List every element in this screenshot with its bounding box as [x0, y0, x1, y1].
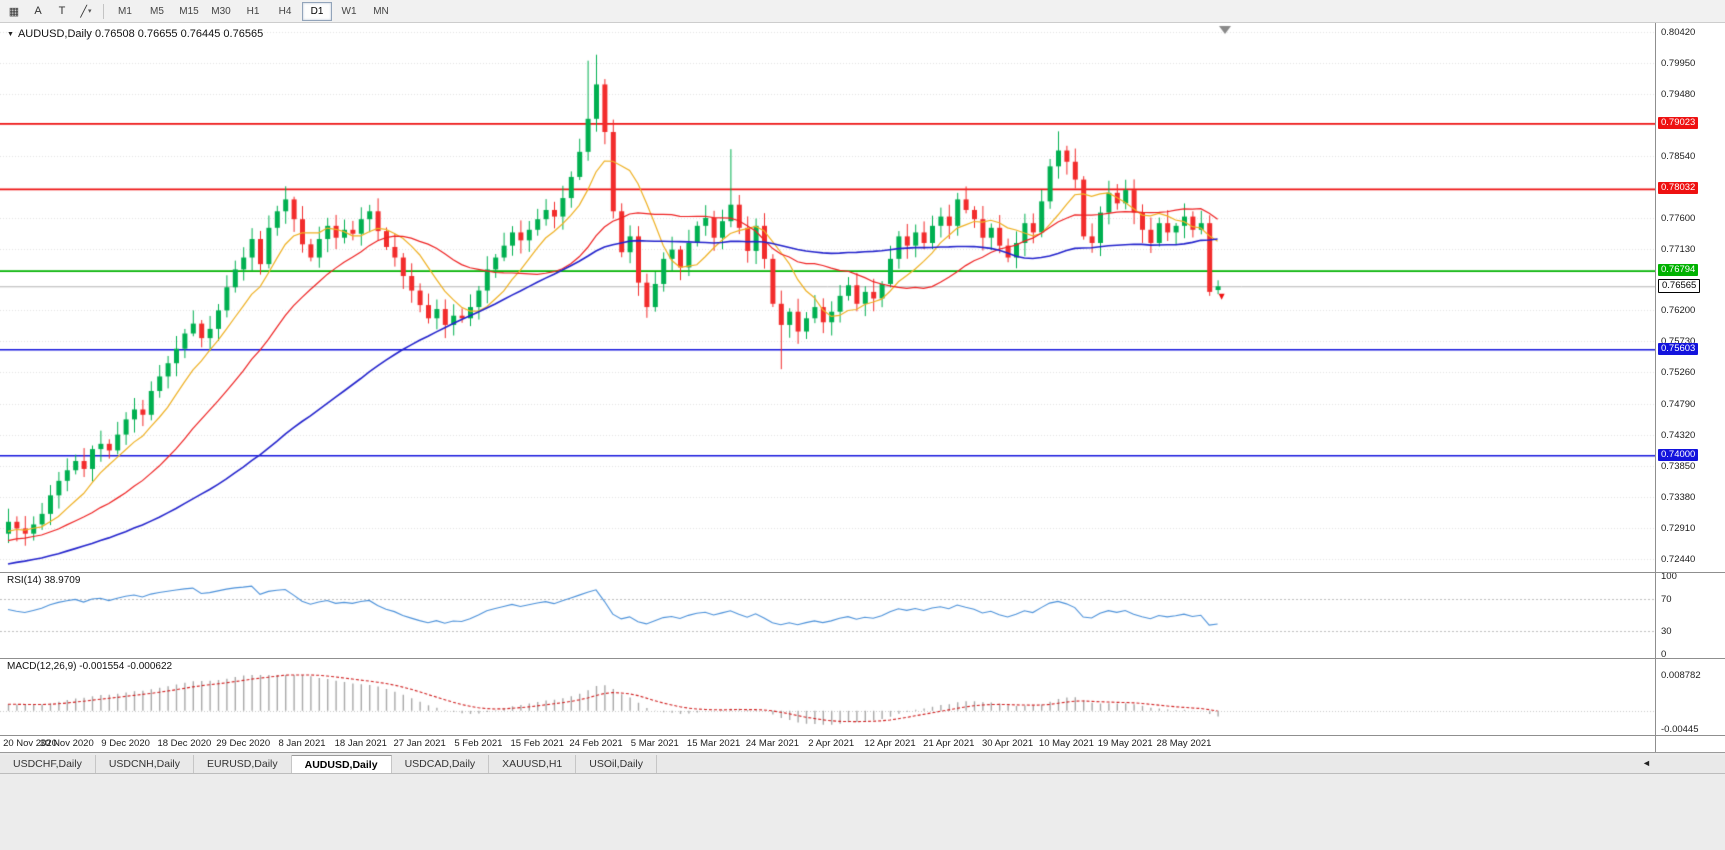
- rsi-axis-tick: 100: [1661, 571, 1677, 582]
- rsi-label: RSI(14) 38.9709: [7, 575, 81, 586]
- price-tick: 0.75730: [1661, 336, 1696, 348]
- tool-group: ▦ A T ╱ ▾: [3, 2, 97, 20]
- date-label: 12 Apr 2021: [864, 738, 916, 749]
- price-tick: 0.73850: [1661, 460, 1696, 472]
- timeframe-group: M1 M5 M15 M30 H1 H4 D1 W1 MN: [110, 1, 396, 21]
- price-tick: 0.78540: [1661, 150, 1696, 162]
- chart-window: 0.80420 0.79950 0.79480 0.78540 0.77600 0.771…: [0, 23, 1725, 753]
- date-label: 9 Dec 2020: [101, 738, 150, 749]
- date-label: 21 Apr 2021: [923, 738, 975, 749]
- date-label: 19 May 2021: [1097, 738, 1153, 749]
- price-level-badge: 0.76794: [1658, 264, 1699, 277]
- timeframe-button-m5[interactable]: M5: [150, 5, 164, 17]
- price-tick: 0.80420: [1661, 26, 1696, 38]
- date-label: 27 Jan 2021: [393, 738, 446, 749]
- pane-separator-macd: [0, 658, 1725, 659]
- date-label: 10 May 2021: [1038, 738, 1094, 749]
- chart-title: ▼ AUDUSD,Daily 0.76508 0.76655 0.76445 0.…: [7, 28, 263, 40]
- price-tick: 0.72910: [1661, 522, 1696, 534]
- symbol-tab-usdchf[interactable]: USDCHF,Daily: [0, 755, 96, 773]
- pane-separator-dates: [0, 735, 1725, 736]
- date-label: 28 May 2021: [1156, 738, 1212, 749]
- ohlc-values: 0.76508 0.76655 0.76445 0.76565: [94, 28, 264, 40]
- current-price-badge: 0.76565: [1658, 279, 1701, 294]
- symbol-tab-bar: USDCHF,Daily USDCNH,Daily EURUSD,Daily AUDU…: [0, 755, 1725, 774]
- pane-separator-rsi: [0, 572, 1725, 573]
- price-tick: 0.73380: [1661, 491, 1696, 503]
- timeframe-button-mn[interactable]: MN: [373, 5, 389, 17]
- toolbar: ▦ A T ╱ ▾ M1 M5 M15 M30 H1 H4 D1 W1 MN: [0, 0, 1725, 23]
- price-level-badge: 0.74000: [1658, 448, 1699, 461]
- date-label: 20 Nov 2020: [3, 738, 57, 749]
- timeframe-button-m1[interactable]: M1: [118, 5, 132, 17]
- symbol-tab-usdcad[interactable]: USDCAD,Daily: [392, 755, 490, 773]
- price-tick: 0.76200: [1661, 305, 1696, 317]
- date-label: 24 Feb 2021: [569, 738, 623, 749]
- date-label: 18 Dec 2020: [157, 738, 212, 749]
- timeframe-button-w1[interactable]: W1: [341, 5, 357, 17]
- price-level-badge: 0.75603: [1658, 342, 1699, 355]
- date-label: 29 Dec 2020: [216, 738, 271, 749]
- tab-scroll-left-icon[interactable]: ◄: [1642, 758, 1651, 768]
- date-label: 8 Jan 2021: [278, 738, 326, 749]
- price-tick: 0.77600: [1661, 212, 1696, 224]
- symbol-tab-eurusd[interactable]: EURUSD,Daily: [194, 755, 292, 773]
- price-tick: 0.79480: [1661, 88, 1696, 100]
- price-tick: 0.77130: [1661, 243, 1696, 255]
- price-tick: 0.72440: [1661, 553, 1696, 565]
- macd-axis-tick: -0.00445: [1661, 724, 1699, 735]
- date-label: 2 Apr 2021: [808, 738, 855, 749]
- text-tool-button[interactable]: T: [58, 5, 66, 17]
- date-label: 18 Jan 2021: [334, 738, 387, 749]
- rsi-axis-tick: 0: [1661, 649, 1667, 660]
- symbol-tab-xauusd[interactable]: XAUUSD,H1: [489, 755, 577, 773]
- price-tick: 0.74790: [1661, 398, 1696, 410]
- macd-axis-tick: 0.008782: [1661, 670, 1701, 681]
- date-label: 15 Feb 2021: [510, 738, 564, 749]
- arrow-tool-button[interactable]: A: [34, 5, 42, 17]
- timeframe-button-m15[interactable]: M15: [179, 5, 199, 17]
- collapse-triangle-icon[interactable]: ▼: [7, 31, 14, 38]
- chart-canvas[interactable]: [0, 23, 1655, 752]
- symbol-tab-usdcnh[interactable]: USDCNH,Daily: [96, 755, 195, 773]
- price-level-badge: 0.78032: [1658, 182, 1699, 195]
- date-label: 5 Feb 2021: [454, 738, 503, 749]
- dropdown-arrow-icon: ▾: [88, 8, 92, 15]
- price-tick: 0.79950: [1661, 57, 1696, 69]
- date-label: 5 Mar 2021: [630, 738, 679, 749]
- price-level-badge: 0.79023: [1658, 116, 1699, 129]
- symbol-tab-audusd[interactable]: AUDUSD,Daily: [291, 755, 392, 773]
- chart-grid-icon[interactable]: ▦: [8, 5, 20, 18]
- price-tick: 0.74320: [1661, 429, 1696, 441]
- date-label: 30 Apr 2021: [981, 738, 1034, 749]
- symbol-label: AUDUSD,Daily: [17, 28, 92, 40]
- date-label: 24 Mar 2021: [745, 738, 800, 749]
- price-axis: 0.80420 0.79950 0.79480 0.78540 0.77600 0.771…: [1655, 23, 1725, 752]
- rsi-axis-tick: 70: [1661, 594, 1672, 606]
- draw-tool-button[interactable]: ╱ ▾: [80, 5, 92, 18]
- date-label: 30 Nov 2020: [39, 738, 94, 749]
- symbol-tab-usoil[interactable]: USOil,Daily: [576, 755, 657, 773]
- timeframe-button-h4[interactable]: H4: [278, 5, 292, 17]
- timeframe-button-h1[interactable]: H1: [246, 5, 260, 17]
- timeframe-button-m30[interactable]: M30: [211, 5, 231, 17]
- date-label: 15 Mar 2021: [686, 738, 741, 749]
- timeframe-button-d1[interactable]: D1: [302, 1, 332, 21]
- macd-label: MACD(12,26,9) -0.001554 -0.000622: [7, 661, 173, 672]
- toolbar-separator: [103, 3, 104, 19]
- rsi-axis-tick: 30: [1661, 625, 1672, 637]
- price-tick: 0.75260: [1661, 367, 1696, 379]
